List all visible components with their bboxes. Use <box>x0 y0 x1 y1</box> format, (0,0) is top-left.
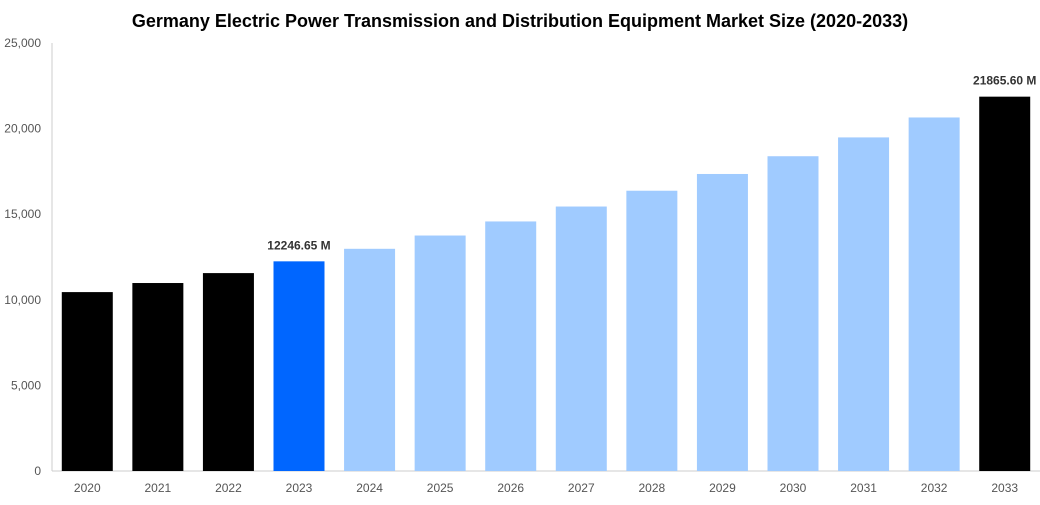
x-tick-label: 2029 <box>709 481 736 495</box>
bar-2033 <box>979 96 1031 472</box>
bar-2023 <box>273 261 325 471</box>
bar-2031 <box>838 137 890 471</box>
x-tick-label: 2027 <box>568 481 595 495</box>
x-tick-label: 2022 <box>215 481 242 495</box>
bar-2024 <box>344 248 396 471</box>
y-tick-label: 10,000 <box>4 293 41 307</box>
bar-2030 <box>767 156 819 471</box>
x-tick-label: 2028 <box>639 481 666 495</box>
data-label-2023: 12246.65 M <box>267 238 330 252</box>
y-tick-label: 5,000 <box>11 378 41 392</box>
bar-2021 <box>132 283 184 471</box>
x-tick-label: 2031 <box>850 481 877 495</box>
bar-2029 <box>696 173 748 471</box>
chart-title: Germany Electric Power Transmission and … <box>132 11 908 31</box>
x-tick-label: 2020 <box>74 481 101 495</box>
x-tick-label: 2021 <box>145 481 172 495</box>
y-tick-label: 0 <box>34 464 41 478</box>
bar-2022 <box>202 273 254 471</box>
data-label-2033: 21865.60 M <box>973 74 1036 88</box>
x-tick-label: 2026 <box>497 481 524 495</box>
x-tick-label: 2032 <box>921 481 948 495</box>
bar-2026 <box>485 221 537 471</box>
bar-2020 <box>61 292 113 471</box>
x-tick-label: 2030 <box>780 481 807 495</box>
x-tick-label: 2024 <box>356 481 383 495</box>
bar-2027 <box>555 206 607 471</box>
x-tick-label: 2033 <box>991 481 1018 495</box>
x-tick-label: 2025 <box>427 481 454 495</box>
y-tick-label: 20,000 <box>4 122 41 136</box>
bar-2028 <box>626 190 678 471</box>
bar-2025 <box>414 235 466 471</box>
x-tick-label: 2023 <box>286 481 313 495</box>
y-tick-label: 15,000 <box>4 207 41 221</box>
bar-2032 <box>908 117 960 472</box>
y-tick-label: 25,000 <box>4 36 41 50</box>
